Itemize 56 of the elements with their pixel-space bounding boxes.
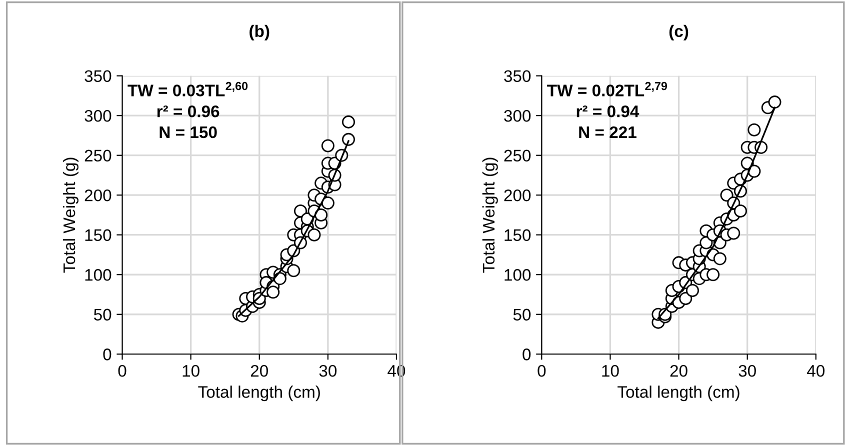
point <box>720 188 734 202</box>
y-tick-label: 150 <box>85 229 112 242</box>
y-tick-label: 0 <box>103 348 112 360</box>
x-axis-title: Total length (cm) <box>618 386 740 402</box>
point <box>266 286 280 299</box>
y-tick-label: 250 <box>504 150 531 162</box>
y-axis-title: Total Weight (g) <box>482 158 498 273</box>
point <box>706 268 720 282</box>
chart-title: (b) <box>250 24 270 40</box>
point <box>679 292 692 305</box>
y-tick-label: 50 <box>94 308 112 321</box>
x-tick-label: 20 <box>250 364 268 377</box>
y-tick-label: 200 <box>84 189 112 202</box>
y-tick-label: 100 <box>85 269 112 281</box>
y-tick-label: 0 <box>522 348 531 360</box>
y-tick-label: 200 <box>504 189 531 202</box>
chart-title: (c) <box>669 24 688 40</box>
point <box>321 139 334 152</box>
x-tick-label: 40 <box>807 364 825 377</box>
point <box>713 252 726 266</box>
y-tick-label: 300 <box>84 110 112 122</box>
annotation: r² = 0.94 <box>576 105 640 118</box>
y-tick-label: 300 <box>504 110 531 122</box>
point <box>342 132 355 146</box>
x-axis-title: Total length (cm) <box>198 386 320 402</box>
point <box>321 196 334 210</box>
point <box>294 204 308 218</box>
point <box>748 123 761 136</box>
point <box>768 96 782 109</box>
point <box>342 115 355 128</box>
annotation: r² = 0.96 <box>157 105 220 118</box>
y-tick-label: 350 <box>84 70 112 82</box>
x-tick-label: 10 <box>602 364 619 377</box>
point <box>686 284 699 298</box>
annotation: TW = 0.03TL$^{2,60}$ <box>128 82 248 96</box>
x-tick-label: 20 <box>670 364 688 377</box>
point <box>287 264 300 278</box>
point <box>314 208 328 222</box>
point <box>308 228 321 242</box>
y-tick-label: 150 <box>504 229 531 242</box>
x-tick-label: 0 <box>118 364 126 377</box>
annotation: N = 221 <box>579 126 636 138</box>
y-tick-label: 250 <box>84 150 112 162</box>
point <box>734 204 747 218</box>
x-tick-label: 30 <box>319 364 337 377</box>
point <box>748 164 761 178</box>
point <box>727 226 740 240</box>
annotation: TW = 0.02TL$^{2,79}$ <box>547 82 668 96</box>
annotation: N = 150 <box>160 126 217 138</box>
y-axis-title: Total Weight (g) <box>62 158 78 273</box>
y-tick-label: 350 <box>504 70 531 82</box>
x-tick-label: 0 <box>538 364 546 377</box>
x-tick-label: 10 <box>182 364 200 377</box>
x-tick-label: 30 <box>738 364 756 377</box>
y-tick-label: 100 <box>504 269 531 281</box>
y-tick-label: 50 <box>513 308 531 321</box>
